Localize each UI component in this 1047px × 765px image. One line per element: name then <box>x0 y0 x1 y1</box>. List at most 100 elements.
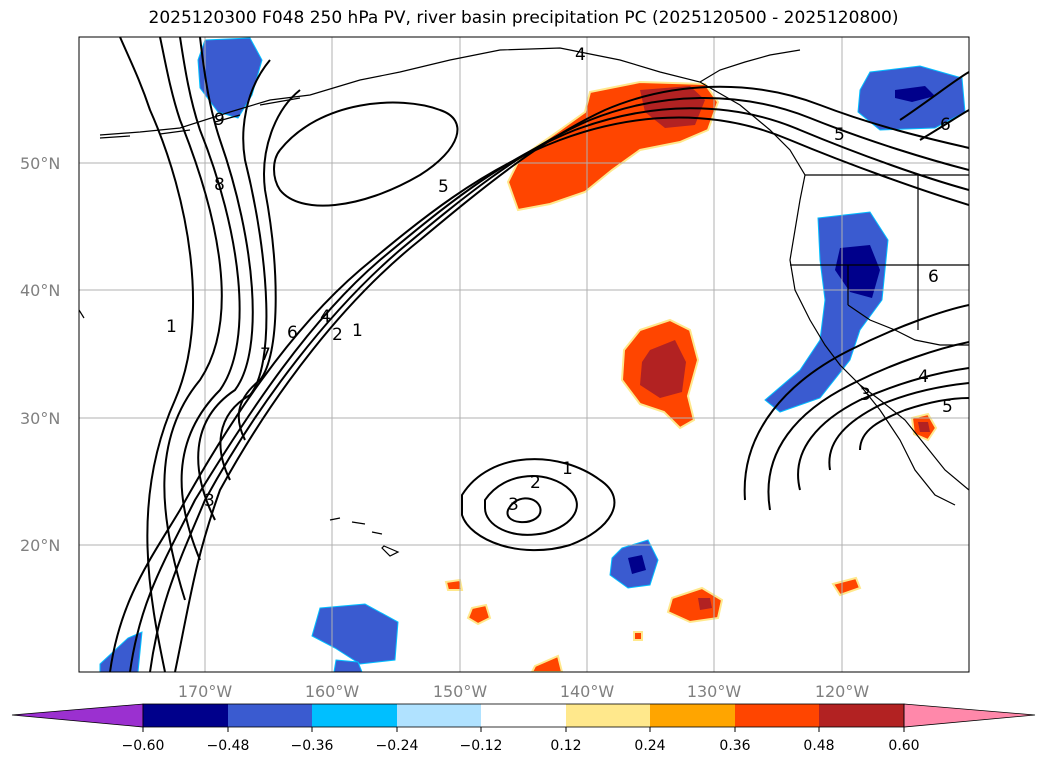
contour-label: 1 <box>166 317 177 337</box>
hawaii-islands <box>329 517 400 557</box>
alaska-panhandle <box>699 49 801 83</box>
lon-label-150w: 150°W <box>433 682 488 701</box>
contour-east-1 <box>743 304 969 501</box>
red-core-south-east <box>698 598 712 610</box>
contour-label: 8 <box>214 175 225 195</box>
contour-label: 4 <box>320 307 331 327</box>
contour-label: 3 <box>204 491 215 511</box>
contour-label: 6 <box>940 115 951 135</box>
contour-ridge-2 <box>237 89 301 441</box>
us-mexico-border <box>847 304 969 346</box>
map-frame <box>78 36 970 673</box>
contour-north-east <box>899 71 969 121</box>
contour-east-3 <box>797 367 969 491</box>
contour-label: 3 <box>508 495 519 515</box>
lon-label-120w: 120°W <box>815 682 870 701</box>
colorbar-segment <box>228 704 312 727</box>
red-anomaly-small-2 <box>831 576 862 597</box>
contour-label: 1 <box>352 321 363 341</box>
contour-1-main <box>109 116 969 672</box>
contour-label: 2 <box>332 325 343 345</box>
colorbar-tick-label: 0.60 <box>888 738 919 754</box>
lat-label-40n: 40°N <box>20 281 60 300</box>
lon-label-130w: 130°W <box>687 682 742 701</box>
coastlines <box>79 47 969 557</box>
blue-core-canada <box>895 86 935 102</box>
contour-north-east-2 <box>919 109 969 141</box>
colorbar-segment <box>650 704 735 727</box>
contour-west-2 <box>159 37 223 601</box>
contour-closed-north <box>273 101 459 207</box>
lat-label-20n: 20°N <box>20 536 60 555</box>
contour-ridge-1 <box>219 59 271 481</box>
contour-west-1 <box>119 37 194 672</box>
contour-2-main <box>129 107 969 672</box>
contour-east-5 <box>859 397 969 451</box>
contour-label: 4 <box>918 367 929 387</box>
contour-label: 7 <box>260 345 271 365</box>
contour-west-3 <box>179 37 241 561</box>
west-coast-left <box>79 309 85 319</box>
colorbar-segment <box>481 704 566 727</box>
colorbar: −0.60 −0.48 −0.36 −0.24 −0.12 0.12 0.24 … <box>11 703 1036 754</box>
aleutian-chain <box>99 97 301 139</box>
colorbar-segment <box>143 704 228 727</box>
contour-label: 5 <box>834 125 845 145</box>
colorbar-tick-label: −0.36 <box>291 738 334 754</box>
colorbar-tick-label: 0.12 <box>550 738 581 754</box>
lon-label-170w: 170°W <box>178 682 233 701</box>
contour-4-main <box>174 85 969 672</box>
contour-label: 2 <box>530 473 541 493</box>
contour-label: 3 <box>860 385 871 405</box>
contour-3-main <box>149 97 969 672</box>
colorbar-tick-label: −0.12 <box>460 738 503 754</box>
colorbar-ticks <box>142 727 905 732</box>
colorbar-extend-high <box>903 703 1036 728</box>
red-core-central-pacific <box>640 340 686 398</box>
colorbar-frame <box>142 703 905 728</box>
lat-label-50n: 50°N <box>20 154 60 173</box>
contour-label: 1 <box>562 459 573 479</box>
contour-label: 9 <box>214 110 225 130</box>
red-anomaly-small-4 <box>633 631 643 641</box>
colorbar-tick-label: −0.60 <box>122 738 165 754</box>
lat-label-30n: 30°N <box>20 409 60 428</box>
contour-label: 4 <box>575 45 586 65</box>
red-anomaly-south-east <box>666 586 724 624</box>
blue-anomaly-aleutian <box>197 37 263 119</box>
colorbar-tick-label: 0.48 <box>803 738 834 754</box>
blue-core-hawaii-east <box>628 555 646 574</box>
contour-label: 6 <box>287 323 298 343</box>
red-core-mexico <box>918 422 930 432</box>
longitude-labels: 170°W 160°W 150°W 140°W 130°W 120°W <box>178 682 870 701</box>
contour-label: 6 <box>928 267 939 287</box>
colorbar-tick-label: 0.24 <box>634 738 665 754</box>
contour-east-2 <box>767 341 969 511</box>
blue-core-california <box>835 245 880 298</box>
colorbar-tick-label: −0.48 <box>207 738 250 754</box>
contour-west-4 <box>197 37 254 521</box>
red-anomaly-south-center <box>466 603 492 626</box>
colorbar-extend-low <box>11 703 144 728</box>
contour-label: 5 <box>942 397 953 417</box>
contour-east-4 <box>828 382 969 471</box>
pv-contours <box>109 37 969 672</box>
blue-anomaly-south-1 <box>311 603 399 665</box>
red-anomaly-small-1 <box>444 578 464 591</box>
lon-label-140w: 140°W <box>560 682 615 701</box>
colorbar-segment <box>566 704 650 727</box>
contour-labels: 4 5 5 6 8 9 1 7 6 4 2 1 3 1 2 3 3 4 5 6 <box>166 45 953 515</box>
blue-anomaly-south-3 <box>333 659 363 672</box>
contour-subtropical-1 <box>461 458 616 552</box>
colorbar-tick-label: −0.24 <box>376 738 419 754</box>
contour-subtropical-2 <box>484 475 578 536</box>
colorbar-tick-label: 0.36 <box>719 738 750 754</box>
contour-label: 5 <box>438 177 449 197</box>
lon-label-160w: 160°W <box>305 682 360 701</box>
colorbar-segment <box>312 704 397 727</box>
plot-title: 2025120300 F048 250 hPa PV, river basin … <box>148 8 899 28</box>
colorbar-segment <box>819 704 904 727</box>
colorbar-segment <box>397 704 481 727</box>
latitude-labels: 50°N 40°N 30°N 20°N <box>20 154 60 555</box>
